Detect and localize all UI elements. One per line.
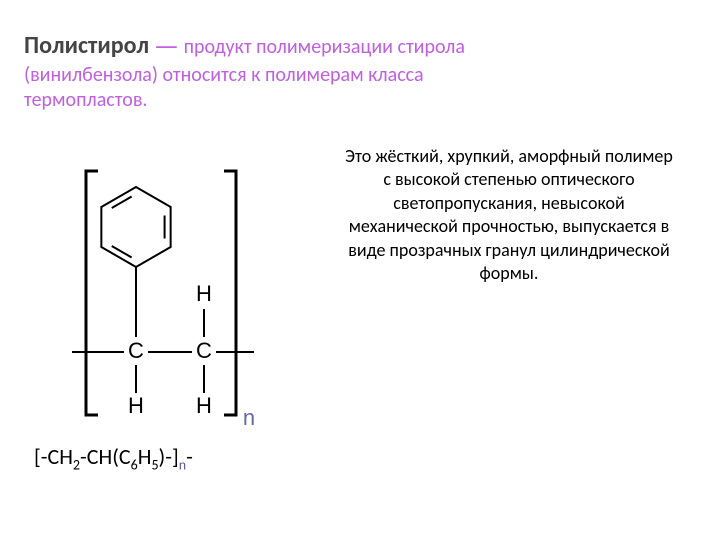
formula-p5: - bbox=[186, 443, 193, 470]
svg-text:C: C bbox=[196, 338, 212, 363]
title-line2: (винилбензола) относится к полимерам кла… bbox=[24, 63, 424, 87]
svg-text:C: C bbox=[128, 338, 144, 363]
formula-s4: n bbox=[179, 456, 186, 473]
svg-text:H: H bbox=[196, 393, 212, 418]
diagram-column: CCHHHn [-CH2-CH(C6H5)-]n- bbox=[24, 137, 324, 473]
formula-s3: 5 bbox=[151, 456, 158, 473]
svg-text:H: H bbox=[196, 281, 212, 306]
formula-p1: [-CH bbox=[34, 443, 73, 470]
formula-s1: 2 bbox=[73, 456, 80, 473]
title-rest1: продукт полимеризации стирола bbox=[184, 35, 465, 59]
title-block: Полистирол — продукт полимеризации стиро… bbox=[24, 28, 696, 113]
svg-text:n: n bbox=[243, 405, 255, 427]
formula: [-CH2-CH(C6H5)-]n- bbox=[34, 443, 324, 473]
formula-p4: )-] bbox=[159, 443, 179, 470]
formula-s2: 6 bbox=[131, 456, 138, 473]
description-text: Это жёсткий, хрупкий, аморфный полимер с… bbox=[324, 137, 696, 285]
content-row: CCHHHn [-CH2-CH(C6H5)-]n- Это жёсткий, х… bbox=[24, 137, 696, 473]
title-line3: термопластов. bbox=[24, 88, 147, 112]
svg-text:H: H bbox=[128, 393, 144, 418]
title-dash: — bbox=[154, 28, 179, 63]
chemical-structure-diagram: C C H H Hn bbox=[24, 137, 294, 427]
formula-p2: -CH(C bbox=[80, 443, 131, 470]
formula-p3: H bbox=[138, 443, 152, 470]
title-bold: Полистирол bbox=[24, 31, 149, 60]
